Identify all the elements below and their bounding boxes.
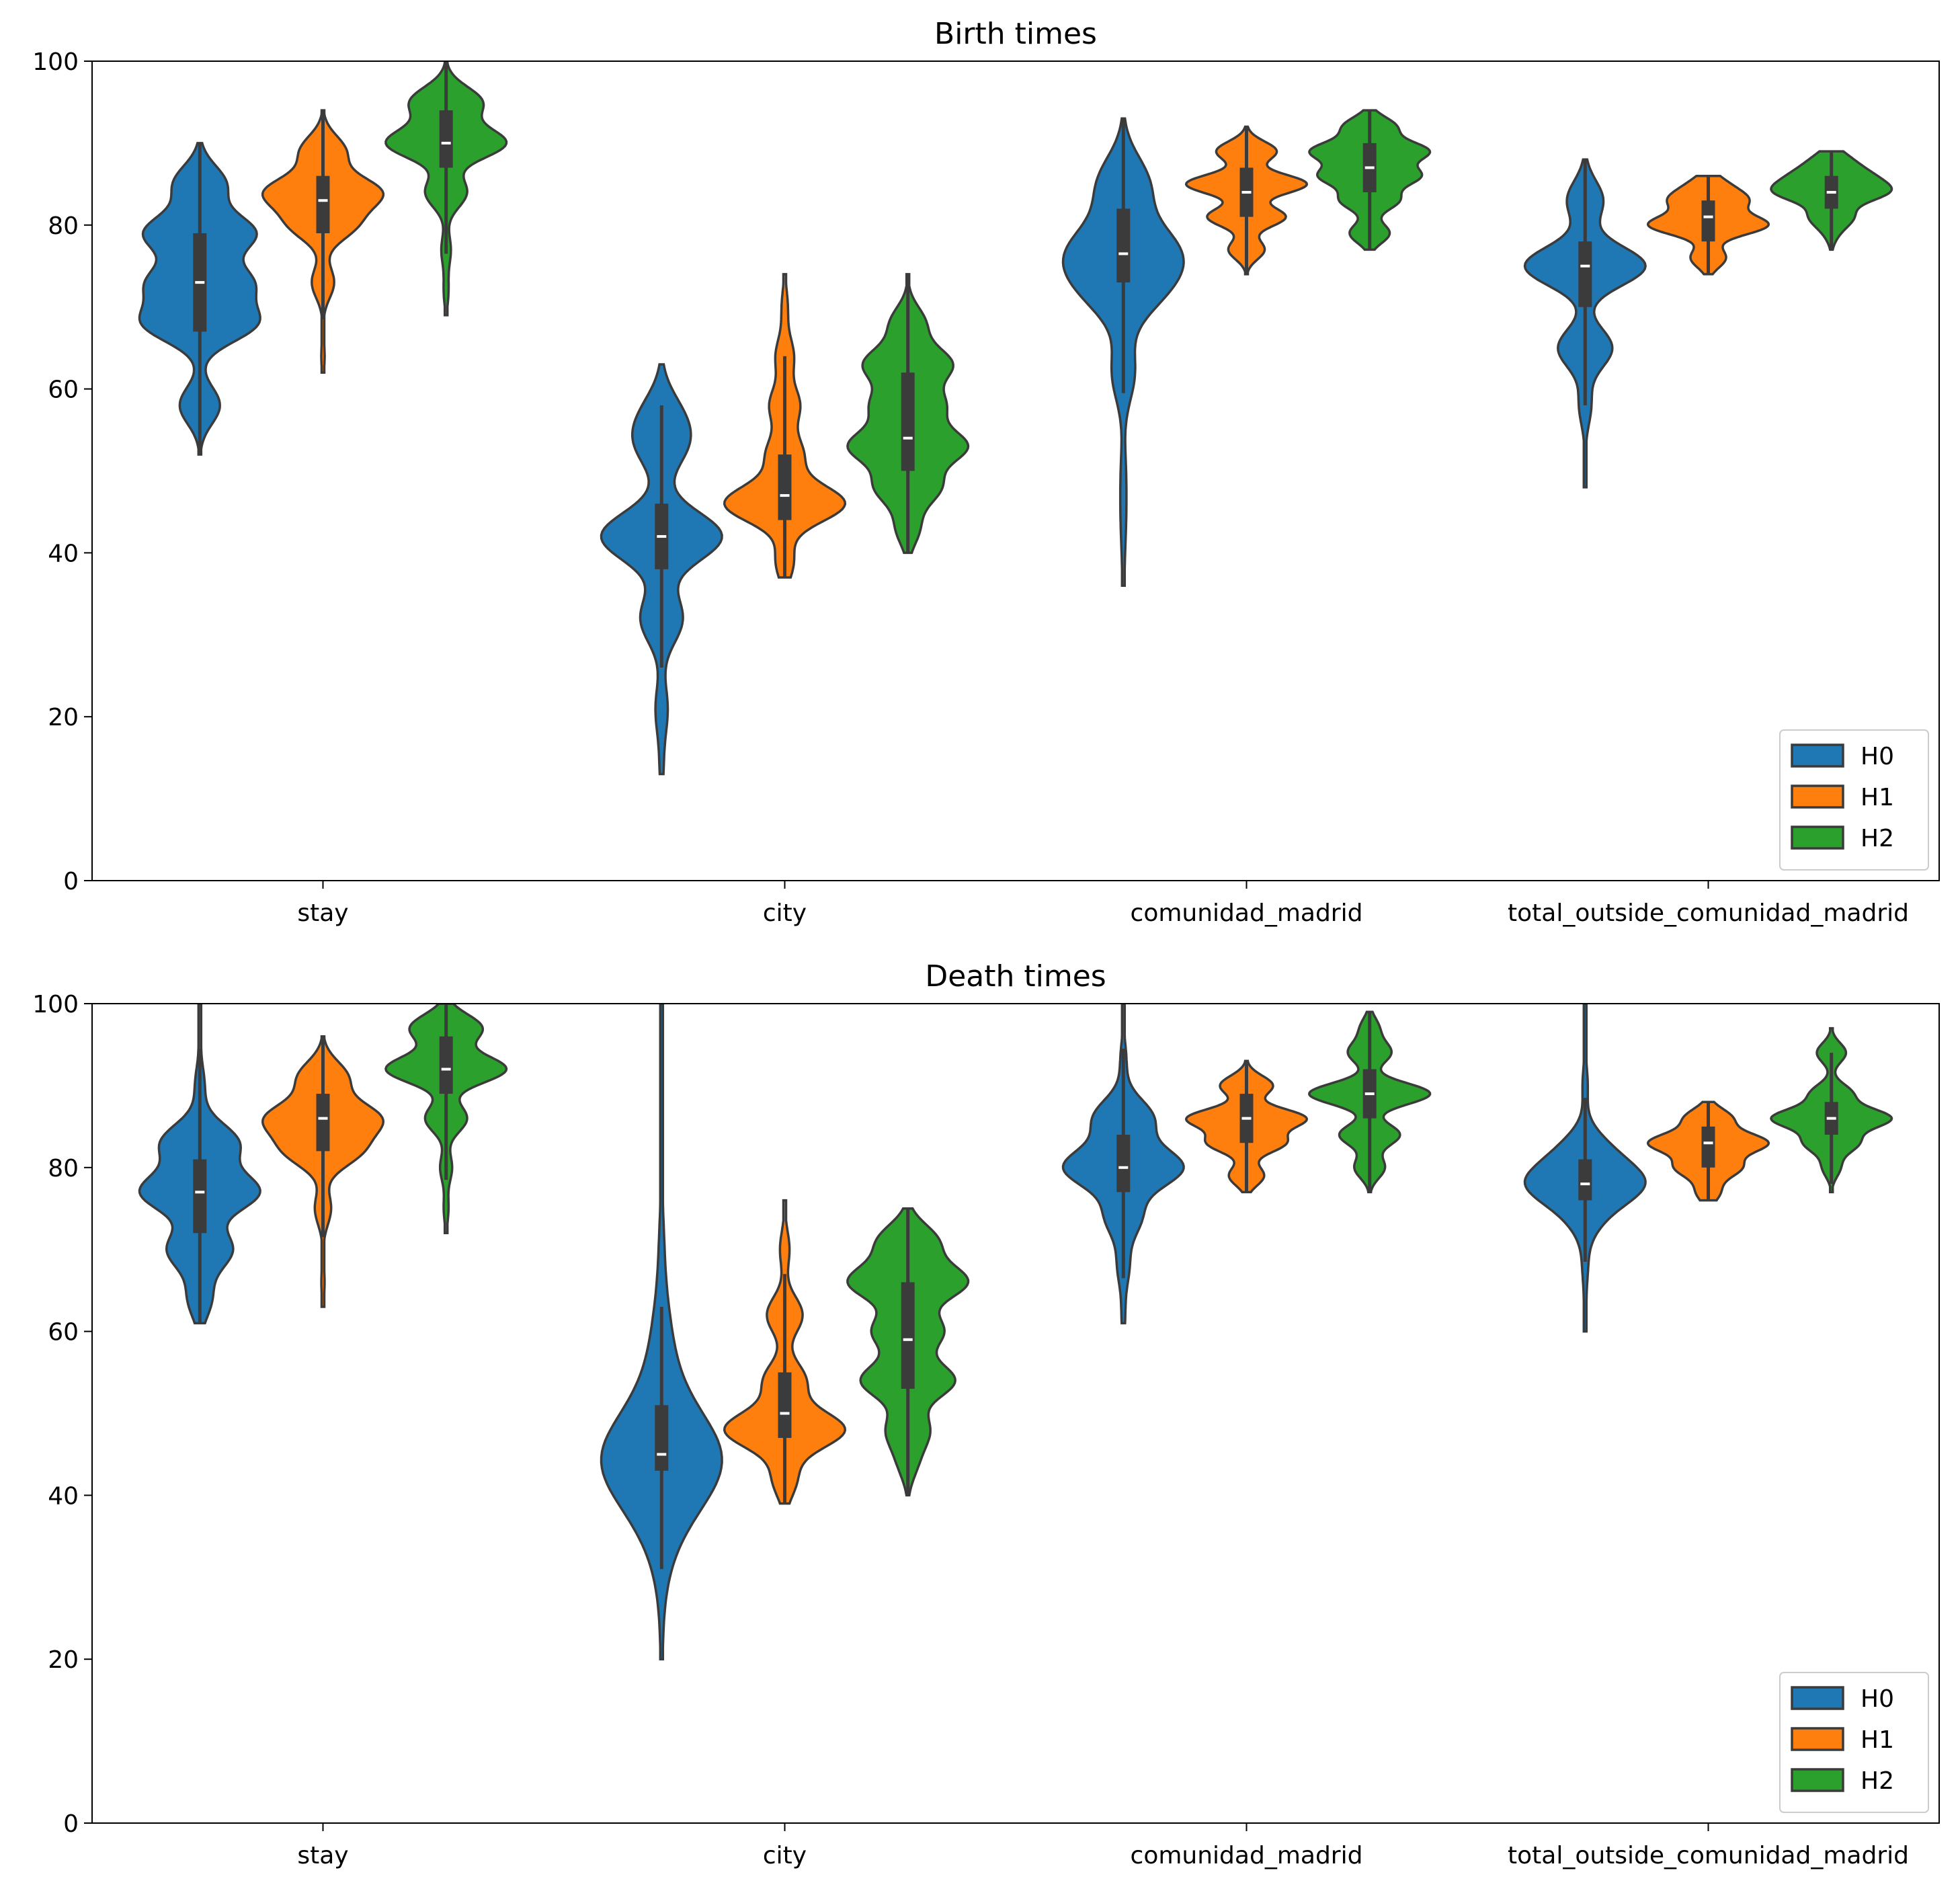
legend-label-H0: H0 bbox=[1861, 743, 1894, 770]
y-tick-label: 40 bbox=[48, 1482, 79, 1510]
iqr-box-H1-stay bbox=[316, 1094, 330, 1152]
iqr-box-H0-stay bbox=[193, 1159, 207, 1234]
y-tick-label: 100 bbox=[32, 991, 79, 1018]
y-tick-label: 80 bbox=[48, 1155, 79, 1182]
axes-frame bbox=[91, 1003, 1940, 1824]
y-tick-label: 60 bbox=[48, 1319, 79, 1346]
iqr-box-H1-total_outside_comunidad_madrid bbox=[1701, 200, 1715, 242]
y-tick-label: 40 bbox=[48, 540, 79, 567]
legend-label-H1: H1 bbox=[1861, 784, 1894, 811]
iqr-box-H2-city bbox=[901, 372, 915, 471]
legend-swatch-H0 bbox=[1791, 743, 1844, 768]
y-tick-label: 0 bbox=[63, 1810, 79, 1838]
chart-title: Birth times bbox=[934, 17, 1097, 51]
iqr-box-H1-city bbox=[778, 1372, 792, 1439]
x-tick-label: stay bbox=[297, 1842, 348, 1869]
x-tick-label: city bbox=[763, 899, 807, 927]
iqr-box-H0-total_outside_comunidad_madrid bbox=[1578, 1159, 1592, 1201]
iqr-box-H0-comunidad_madrid bbox=[1116, 1135, 1131, 1193]
iqr-box-H0-city bbox=[655, 1405, 669, 1471]
chart-title: Death times bbox=[925, 959, 1106, 994]
iqr-box-H1-stay bbox=[316, 175, 330, 233]
legend: H0 H1 H2 bbox=[1779, 1672, 1929, 1813]
x-tick-label: comunidad_madrid bbox=[1131, 1842, 1363, 1869]
x-tick-label: stay bbox=[297, 899, 348, 927]
iqr-box-H1-city bbox=[778, 454, 792, 520]
y-tick-label: 60 bbox=[48, 376, 79, 404]
x-tick-label: total_outside_comunidad_madrid bbox=[1508, 899, 1909, 927]
iqr-box-H1-total_outside_comunidad_madrid bbox=[1701, 1126, 1715, 1168]
iqr-box-H0-total_outside_comunidad_madrid bbox=[1578, 241, 1592, 307]
axes-frame bbox=[91, 61, 1940, 881]
legend-swatch-H1 bbox=[1791, 784, 1844, 809]
iqr-box-H2-stay bbox=[439, 110, 453, 168]
x-tick-label: comunidad_madrid bbox=[1131, 899, 1363, 927]
plot-area bbox=[138, 61, 1893, 776]
legend-swatch-H2 bbox=[1791, 1768, 1844, 1792]
legend-label-H1: H1 bbox=[1861, 1726, 1894, 1754]
y-tick-label: 20 bbox=[48, 1646, 79, 1674]
death-times-panel: Death times 0 20 40 60 80 100 stay city comunidad… bbox=[32, 959, 1940, 1869]
y-tick-label: 100 bbox=[32, 48, 79, 76]
legend-label-H2: H2 bbox=[1861, 825, 1894, 852]
y-tick-label: 0 bbox=[63, 868, 79, 895]
x-tick-label: total_outside_comunidad_madrid bbox=[1508, 1842, 1909, 1869]
legend-label-H2: H2 bbox=[1861, 1767, 1894, 1795]
legend-swatch-H2 bbox=[1791, 825, 1844, 850]
x-tick-label: city bbox=[763, 1842, 807, 1869]
legend: H0 H1 H2 bbox=[1779, 729, 1929, 871]
plot-area bbox=[138, 1004, 1893, 1660]
birth-times-panel: Birth times 0 20 40 60 80 100 stay city comunidad… bbox=[32, 17, 1940, 927]
legend-label-H0: H0 bbox=[1861, 1685, 1894, 1713]
iqr-box-H2-city bbox=[901, 1282, 915, 1389]
legend-swatch-H1 bbox=[1791, 1727, 1844, 1751]
iqr-box-H0-comunidad_madrid bbox=[1116, 208, 1131, 283]
y-tick-label: 80 bbox=[48, 212, 79, 240]
y-tick-label: 20 bbox=[48, 704, 79, 731]
legend-swatch-H0 bbox=[1791, 1686, 1844, 1710]
iqr-box-H2-stay bbox=[439, 1036, 453, 1094]
